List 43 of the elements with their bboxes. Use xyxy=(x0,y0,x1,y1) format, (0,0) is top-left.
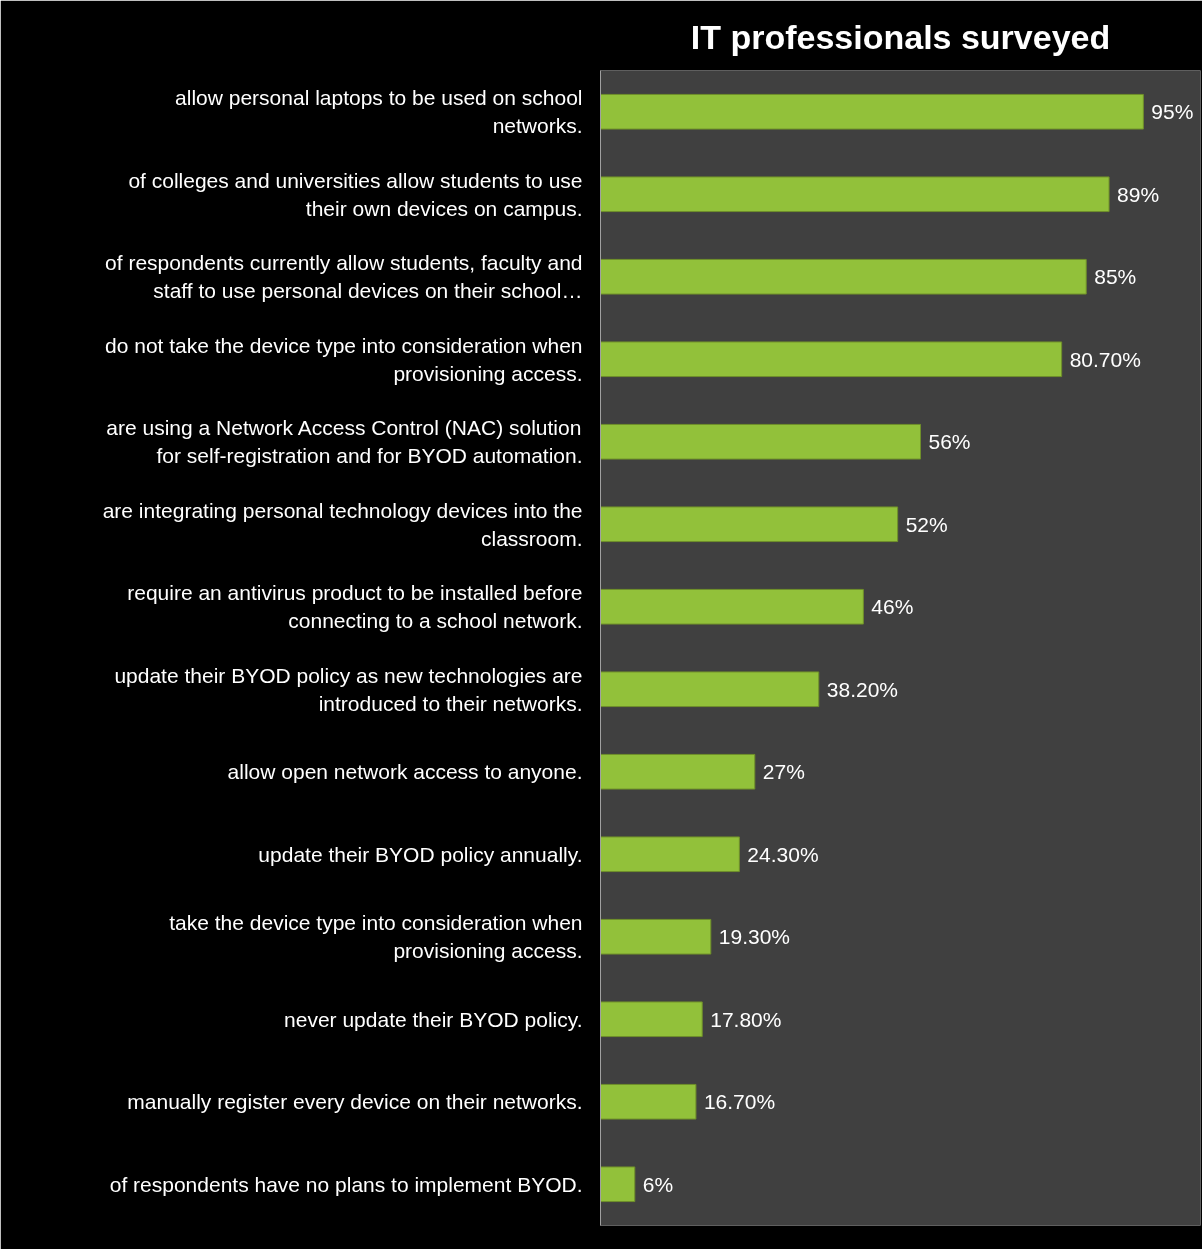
bar xyxy=(600,176,1110,213)
bar xyxy=(600,506,899,543)
y-tick-label: of respondents currently allow students, faculty and staff to use personal devices on their school… xyxy=(105,251,583,303)
bar xyxy=(600,93,1144,130)
bar xyxy=(600,1166,636,1203)
chart-title: IT professionals surveyed xyxy=(690,17,1111,56)
y-tick-label: allow open network access to anyone. xyxy=(227,760,583,784)
bar xyxy=(600,753,756,790)
data-label: 16.70% xyxy=(703,1090,776,1114)
y-tick-label: update their BYOD policy annually. xyxy=(258,842,583,866)
bar xyxy=(600,1001,703,1038)
bar xyxy=(600,1083,697,1120)
data-label: 95% xyxy=(1151,100,1194,124)
y-tick-label: allow personal laptops to be used on school networks. xyxy=(175,86,583,138)
y-tick-label: are using a Network Access Control (NAC) solution for self-registration and for BYOD automation. xyxy=(106,416,583,468)
data-label: 6% xyxy=(642,1172,674,1196)
bar xyxy=(600,671,820,708)
y-tick-label: are integrating personal technology devices into the classroom. xyxy=(102,498,583,550)
y-tick-label: take the device type into consideration when provisioning access. xyxy=(169,911,583,963)
bar xyxy=(600,836,740,873)
y-tick-label: manually register every device on their networks. xyxy=(127,1090,583,1114)
data-label: 17.80% xyxy=(710,1007,782,1031)
bar xyxy=(600,423,921,460)
y-tick-label: update their BYOD policy as new technologies are introduced to their networks. xyxy=(114,663,583,715)
data-label: 46% xyxy=(871,595,914,619)
data-label: 89% xyxy=(1117,182,1160,206)
data-label: 27% xyxy=(762,760,805,784)
y-tick-label: of respondents have no plans to implement BYOD. xyxy=(109,1172,583,1196)
data-label: 85% xyxy=(1094,265,1137,289)
data-label: 19.30% xyxy=(718,925,791,949)
data-label: 52% xyxy=(905,512,948,536)
data-label: 80.70% xyxy=(1069,347,1141,371)
bar xyxy=(600,341,1063,378)
data-label: 38.20% xyxy=(826,677,899,701)
bar xyxy=(600,258,1087,295)
bar xyxy=(600,918,712,955)
y-tick-label: require an antivirus product to be installed before connecting to a school network. xyxy=(127,581,583,633)
y-tick-label: of colleges and universities allow students to use their own devices on campus. xyxy=(128,168,583,220)
data-label: 24.30% xyxy=(747,842,819,866)
data-label: 56% xyxy=(928,430,971,454)
y-tick-label: do not take the device type into consideration when provisioning access. xyxy=(105,333,583,385)
y-tick-label: never update their BYOD policy. xyxy=(284,1007,583,1031)
bar xyxy=(600,588,864,625)
